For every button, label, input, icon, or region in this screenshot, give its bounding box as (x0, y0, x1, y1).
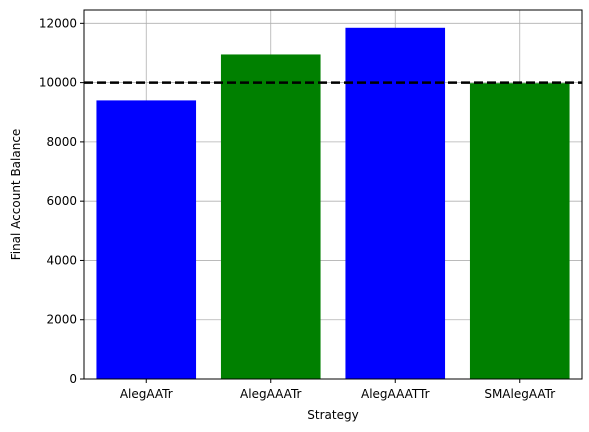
y-tick-label: 12000 (39, 16, 77, 30)
bar-AlegAAATTr (345, 27, 446, 379)
axis-ticks: 0 2000 4000 6000 8000 10000 12000 AlegAATr AlegA… (39, 16, 555, 401)
y-tick-label: 6000 (46, 194, 77, 208)
y-tick-label: 4000 (46, 253, 77, 267)
x-tick-label: AlegAAATTr (361, 387, 430, 401)
x-axis-label: Strategy (307, 408, 358, 422)
y-tick-label: 0 (69, 372, 77, 386)
plot-frame (83, 9, 583, 380)
bar-AlegAAATr (220, 54, 321, 380)
y-axis-label: Final Account Balance (9, 129, 23, 261)
x-tick-label: SMAlegAATr (484, 387, 555, 401)
y-tick-label: 8000 (46, 135, 77, 149)
x-tick-label: AlegAATr (120, 387, 173, 401)
y-tick-label: 10000 (39, 76, 77, 90)
bars (96, 27, 570, 380)
x-tick-label: AlegAAATr (240, 387, 301, 401)
y-tick-label: 2000 (46, 313, 77, 327)
bar-SMAlegAATr (469, 83, 570, 380)
bar-AlegAATr (96, 100, 197, 380)
